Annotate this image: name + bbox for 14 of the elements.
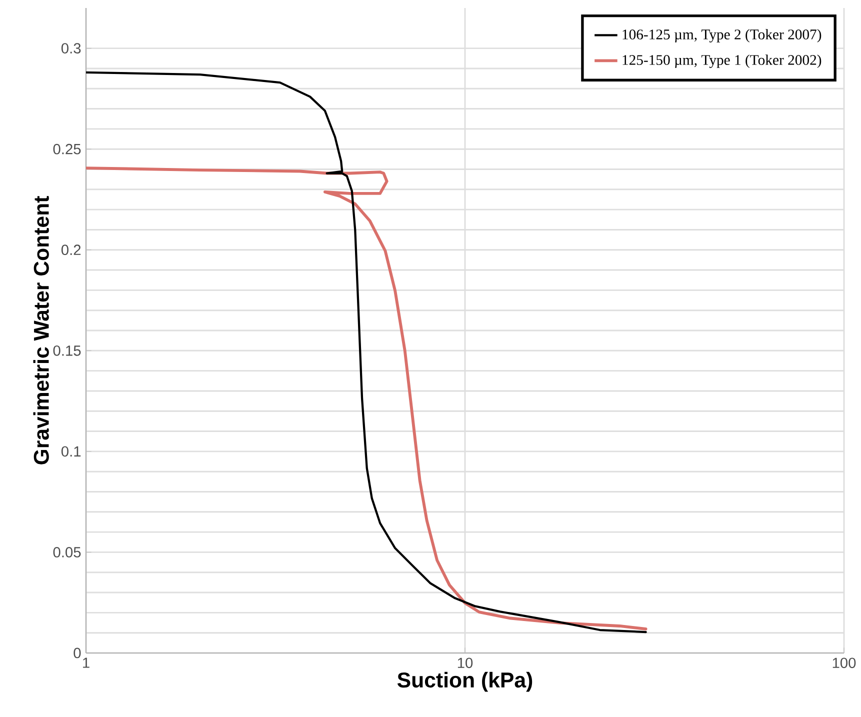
x-tick-label: 100 bbox=[832, 658, 856, 668]
y-tick-label: 0.15 bbox=[53, 345, 81, 356]
x-axis-title: Suction (kPa) bbox=[397, 672, 532, 692]
y-tick-label: 0.2 bbox=[61, 244, 81, 256]
y-tick-label: 0.05 bbox=[53, 547, 81, 558]
x-tick-label: 1 bbox=[83, 658, 90, 668]
y-axis-title: Gravimetric Water Content bbox=[33, 196, 49, 464]
y-tick-label: 0.25 bbox=[53, 144, 81, 154]
y-tick-label: 0.1 bbox=[61, 446, 81, 457]
legend-label: 125-150 µm, Type 1 (Toker 2002) bbox=[622, 54, 822, 68]
legend-label: 106-125 µm, Type 2 (Toker 2007) bbox=[622, 29, 822, 42]
y-tick-label: 0.3 bbox=[61, 43, 81, 54]
y-tick-label: 0 bbox=[74, 648, 81, 658]
x-tick-label: 10 bbox=[458, 658, 473, 668]
